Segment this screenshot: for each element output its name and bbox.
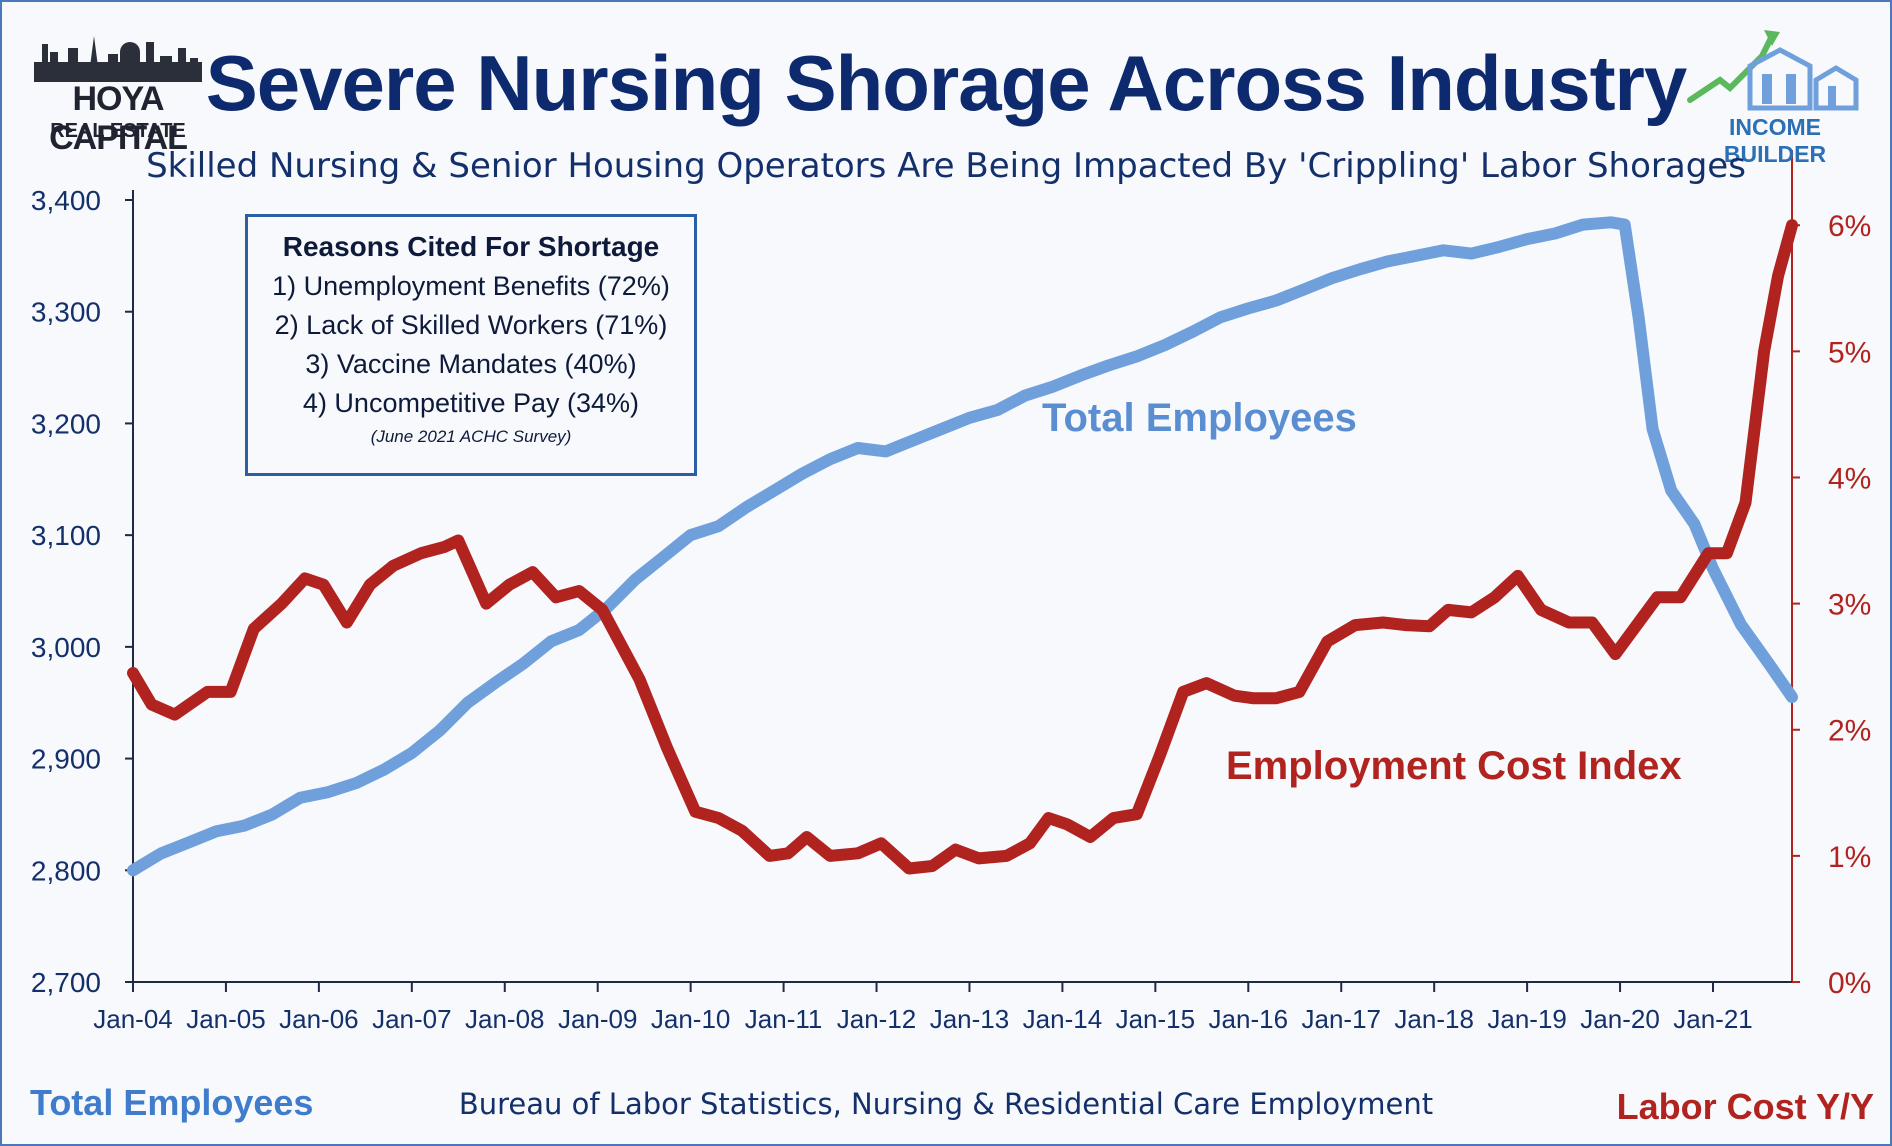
building-growth-icon bbox=[1687, 30, 1859, 111]
right-axis-title: Labor Cost Y/Y bbox=[1616, 1086, 1874, 1127]
x-axis-tick-label: Jan-14 bbox=[1023, 1004, 1103, 1034]
x-axis-tick-label: Jan-06 bbox=[279, 1004, 359, 1034]
logo-left-sub: REAL ESTATE bbox=[50, 120, 186, 142]
left-axis-tick-label: 2,900 bbox=[31, 744, 101, 775]
x-axis-tick-label: Jan-05 bbox=[186, 1004, 266, 1034]
source-note: Bureau of Labor Statistics, Nursing & Re… bbox=[458, 1087, 1434, 1121]
logo-left-name: HOYA CAPITAL bbox=[49, 80, 188, 157]
hoya-capital-logo: HOYA CAPITAL REAL ESTATE bbox=[28, 22, 208, 157]
left-axis-tick-label: 2,800 bbox=[31, 855, 101, 886]
x-axis-tick-label: Jan-11 bbox=[745, 1004, 823, 1034]
x-axis-tick-label: Jan-10 bbox=[651, 1004, 731, 1034]
left-axis-tick-label: 3,400 bbox=[31, 185, 101, 216]
series-label-total-employees: Total Employees bbox=[1042, 396, 1357, 440]
skyline-icon bbox=[34, 36, 202, 82]
reason-item: 2) Lack of Skilled Workers (71%) bbox=[274, 310, 668, 340]
chart-subtitle: Skilled Nursing & Senior Housing Operato… bbox=[146, 146, 1746, 186]
reasons-box: Reasons Cited For Shortage 1) Unemployme… bbox=[245, 214, 697, 476]
right-axis-tick-label: 2% bbox=[1828, 715, 1871, 748]
right-axis-tick-label: 3% bbox=[1828, 589, 1871, 622]
left-axis-tick-label: 3,300 bbox=[31, 297, 101, 328]
left-axis-tick-label: 3,100 bbox=[31, 520, 101, 551]
right-axis-tick-label: 5% bbox=[1828, 336, 1871, 369]
reason-item: 3) Vaccine Mandates (40%) bbox=[305, 349, 637, 379]
reasons-heading: Reasons Cited For Shortage bbox=[282, 231, 660, 262]
right-axis-tick-label: 1% bbox=[1828, 841, 1871, 874]
x-axis-tick-label: Jan-09 bbox=[558, 1004, 638, 1034]
reason-item: 1) Unemployment Benefits (72%) bbox=[272, 271, 670, 301]
x-axis-tick-label: Jan-16 bbox=[1209, 1004, 1289, 1034]
x-axis-tick-label: Jan-07 bbox=[372, 1004, 452, 1034]
reason-item: 4) Uncompetitive Pay (34%) bbox=[302, 388, 640, 418]
x-axis-tick-label: Jan-08 bbox=[465, 1004, 545, 1034]
x-axis-tick-label: Jan-18 bbox=[1394, 1004, 1474, 1034]
x-axis-tick-label: Jan-20 bbox=[1580, 1004, 1660, 1034]
series-line-total-employees bbox=[127, 216, 1798, 877]
logo-right-name: INCOME BUILDER bbox=[1723, 114, 1827, 167]
right-axis-tick-label: 4% bbox=[1828, 462, 1871, 495]
right-axis-tick-label: 6% bbox=[1828, 210, 1871, 243]
x-axis-tick-label: Jan-17 bbox=[1301, 1004, 1381, 1034]
chart-title: Severe Nursing Shorage Across Industry bbox=[205, 39, 1688, 127]
series-line-employment-cost-index bbox=[127, 219, 1798, 875]
x-axis-tick-label: Jan-12 bbox=[837, 1004, 917, 1034]
reasons-source: (June 2021 ACHC Survey) bbox=[370, 427, 572, 446]
left-axis-tick-label: 3,000 bbox=[31, 632, 101, 663]
x-axis-tick-label: Jan-13 bbox=[930, 1004, 1010, 1034]
income-builder-logo: INCOME BUILDER bbox=[1680, 22, 1870, 167]
x-axis-tick-label: Jan-04 bbox=[93, 1004, 173, 1034]
left-axis-tick-label: 2,700 bbox=[31, 967, 101, 998]
x-axis-tick-label: Jan-21 bbox=[1673, 1004, 1753, 1034]
left-axis-tick-label: 3,200 bbox=[31, 408, 101, 439]
right-axis-tick-label: 0% bbox=[1828, 967, 1871, 1000]
left-axis-title: Total Employees bbox=[30, 1082, 314, 1123]
x-axis-tick-label: Jan-15 bbox=[1116, 1004, 1196, 1034]
series-label-employment-cost-index: Employment Cost Index bbox=[1226, 744, 1682, 788]
x-axis-tick-label: Jan-19 bbox=[1487, 1004, 1567, 1034]
